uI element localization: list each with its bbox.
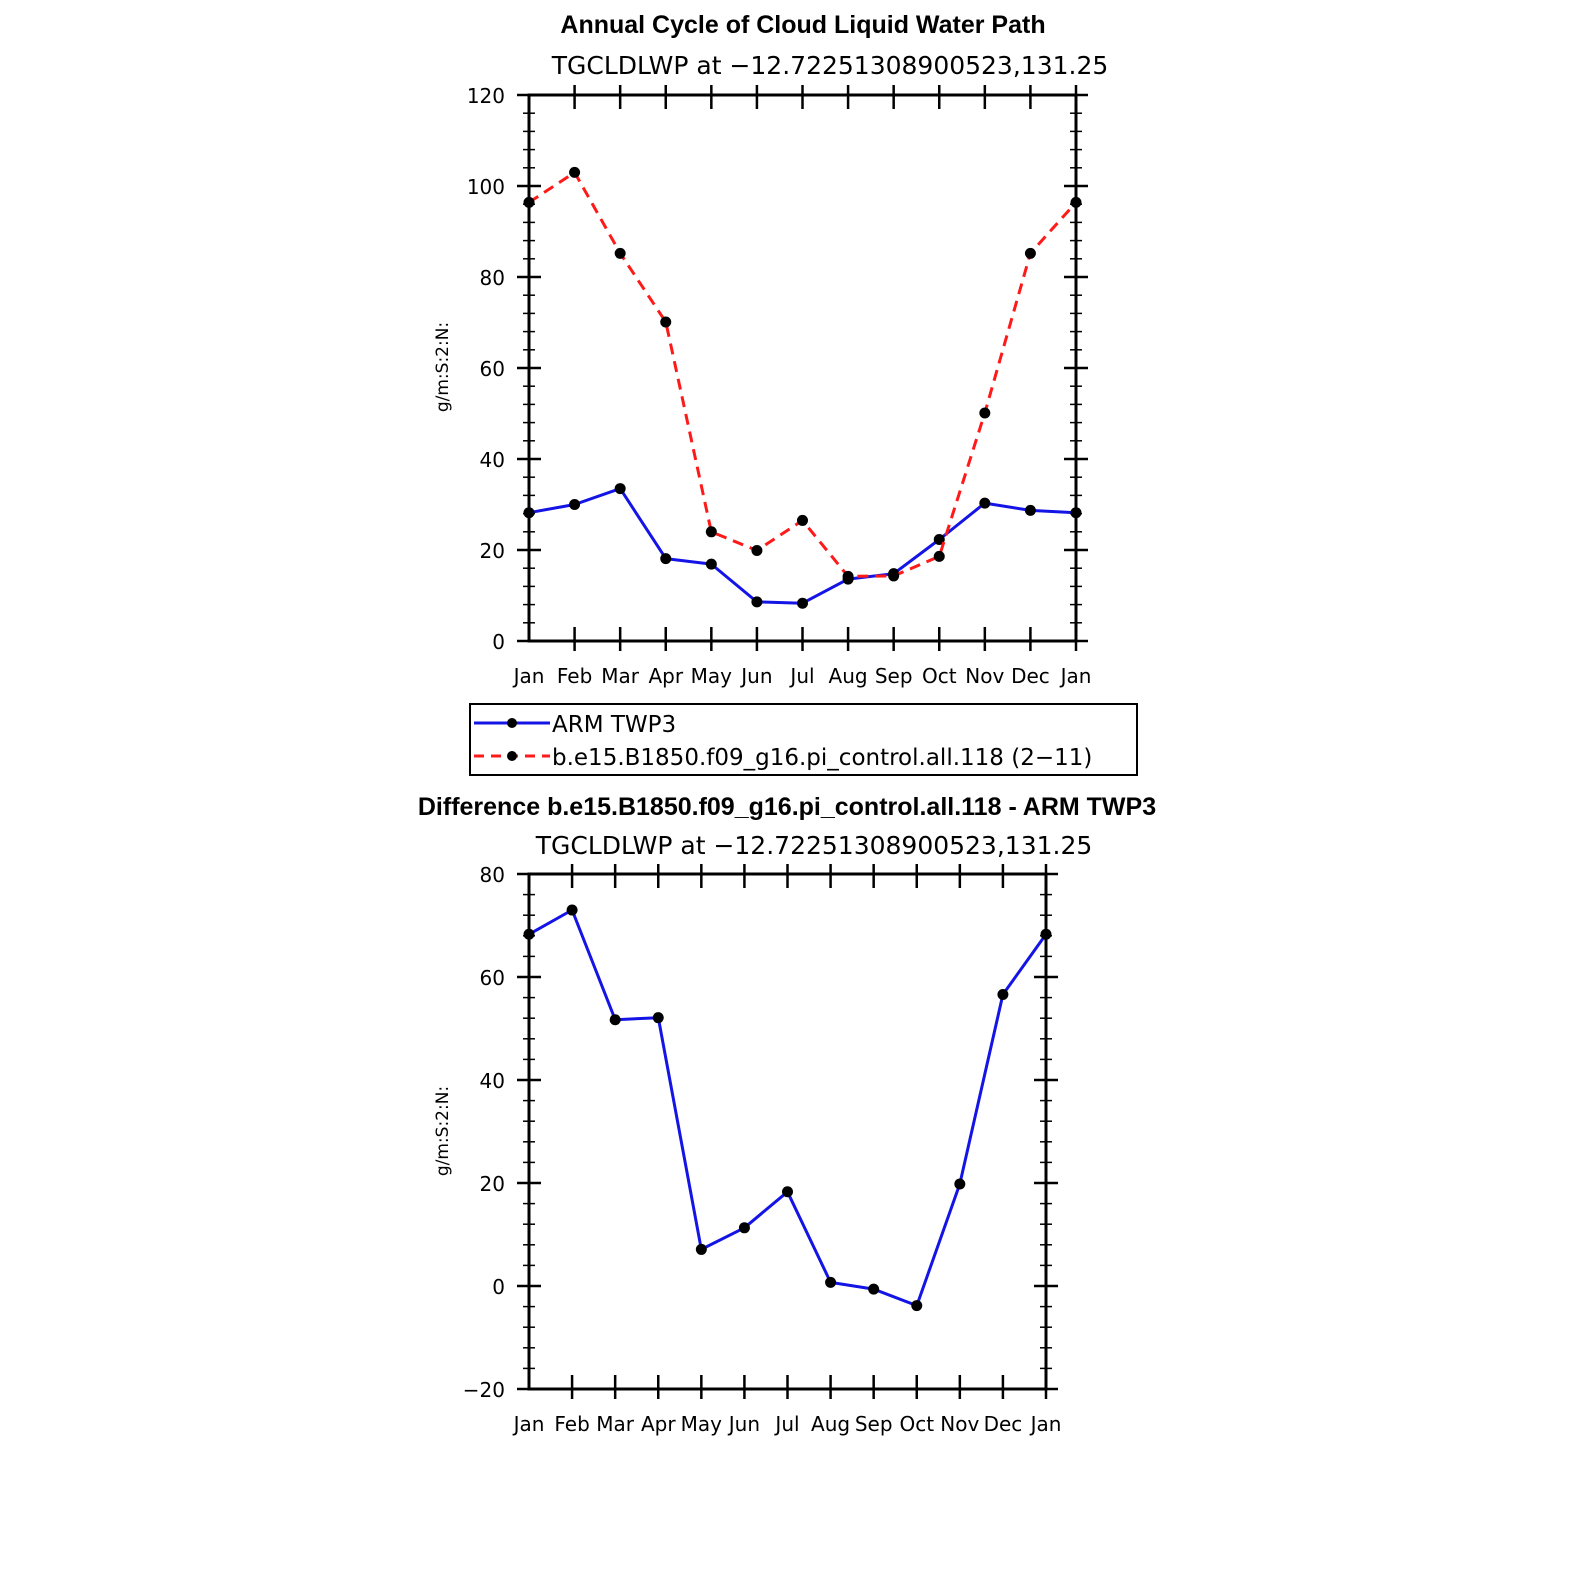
legend-box <box>469 703 1138 776</box>
data-point <box>979 407 991 419</box>
y-tick-label: 0 <box>492 1275 505 1299</box>
data-point <box>751 544 763 556</box>
x-tick-label: May <box>691 664 733 688</box>
data-point <box>751 596 763 608</box>
x-tick-label: Feb <box>554 1412 589 1436</box>
annual-cycle-chart: Annual Cycle of Cloud Liquid Water Path … <box>433 11 1108 688</box>
x-tick-label: Jan <box>1059 664 1092 688</box>
data-point <box>911 1300 923 1312</box>
x-tick-label: May <box>681 1412 723 1436</box>
x-tick-label: Jan <box>1029 1412 1062 1436</box>
x-tick-label: Oct <box>899 1412 934 1436</box>
data-point <box>652 1012 664 1024</box>
series-layer <box>523 904 1052 1312</box>
x-tick-label: Jun <box>739 664 772 688</box>
chart-title: Difference b.e15.B1850.f09_g16.pi_contro… <box>418 793 1156 821</box>
data-point <box>782 1186 793 1198</box>
y-tick-label: −20 <box>463 1378 505 1402</box>
data-point <box>979 497 991 509</box>
x-tick-label: Nov <box>965 664 1004 688</box>
x-tick-label: Dec <box>1011 664 1050 688</box>
series-layer <box>523 166 1082 609</box>
y-tick-label: 20 <box>480 539 505 563</box>
data-point <box>614 247 626 259</box>
data-point <box>888 570 900 582</box>
data-point <box>660 316 672 328</box>
data-point <box>609 1014 621 1026</box>
x-tick-label: Apr <box>648 664 683 688</box>
difference-chart: Difference b.e15.B1850.f09_g16.pi_contro… <box>418 793 1156 1436</box>
x-tick-label: Nov <box>940 1412 979 1436</box>
x-tick-label: Dec <box>984 1412 1023 1436</box>
x-tick-label: Feb <box>557 664 592 688</box>
y-tick-label: 60 <box>480 357 505 381</box>
data-point <box>569 166 581 178</box>
series-line-0 <box>528 487 1077 605</box>
plot-frame <box>527 93 1078 643</box>
y-axis-label: g/m:S:2:N: <box>433 1086 453 1176</box>
plot-frame <box>527 872 1048 1391</box>
data-point <box>842 570 854 582</box>
data-point <box>705 558 717 570</box>
data-point <box>705 526 717 538</box>
data-point <box>868 1283 880 1295</box>
data-point <box>1024 504 1036 516</box>
data-point <box>523 928 535 940</box>
x-tick-label: Aug <box>829 664 868 688</box>
data-point <box>1070 196 1082 208</box>
data-point <box>738 1222 750 1234</box>
x-tick-label: Jul <box>773 1412 799 1436</box>
x-tick-label: Jun <box>727 1412 760 1436</box>
y-tick-label: 20 <box>480 1172 505 1196</box>
x-tick-label: Oct <box>922 664 957 688</box>
data-point <box>797 514 808 526</box>
chart-title: Annual Cycle of Cloud Liquid Water Path <box>560 11 1045 39</box>
data-point <box>1024 247 1036 259</box>
y-tick-label: 80 <box>480 863 505 887</box>
y-tick-label: 60 <box>480 966 505 990</box>
data-point <box>825 1276 837 1288</box>
x-tick-label: Sep <box>875 664 913 688</box>
data-point <box>614 483 626 495</box>
y-axis-label: g/m:S:2:N: <box>433 322 453 412</box>
data-point <box>997 989 1009 1001</box>
chart-subtitle: TGCLDLWP at −12.72251308900523,131.25 <box>535 831 1093 860</box>
axes: Jan Feb Mar Apr May Jun Jul Aug Sep Oct Nov Dec Jan 0… <box>467 84 1092 688</box>
y-tick-label: 40 <box>480 1069 505 1093</box>
series-line-0 <box>528 908 1048 1308</box>
x-tick-label: Apr <box>641 1412 676 1436</box>
y-tick-label: 100 <box>467 175 505 199</box>
data-point <box>523 196 535 208</box>
y-tick-label: 120 <box>467 84 505 108</box>
x-tick-label: Mar <box>601 664 640 688</box>
y-tick-label: 80 <box>480 266 505 290</box>
y-tick-label: 40 <box>480 448 505 472</box>
data-point <box>1040 928 1052 940</box>
data-point <box>523 507 535 519</box>
x-tick-label: Aug <box>811 1412 850 1436</box>
data-point <box>695 1243 707 1255</box>
legend-marker-model <box>507 751 517 761</box>
x-tick-label: Sep <box>855 1412 893 1436</box>
legend-marker-arm <box>507 718 517 728</box>
y-tick-label: 0 <box>492 630 505 654</box>
x-tick-label: Jan <box>512 664 545 688</box>
legend-label-model: b.e15.B1850.f09_g16.pi_control.all.118 (… <box>552 745 1092 771</box>
x-tick-label: Mar <box>596 1412 635 1436</box>
data-point <box>954 1178 966 1190</box>
x-tick-label: Jan <box>512 1412 545 1436</box>
data-point <box>797 597 808 609</box>
data-point <box>933 550 945 562</box>
chart-subtitle: TGCLDLWP at −12.72251308900523,131.25 <box>551 51 1109 80</box>
data-point <box>660 553 672 565</box>
data-point <box>569 499 581 510</box>
legend: ARM TWP3 b.e15.B1850.f09_g16.pi_control.… <box>469 703 1138 776</box>
x-tick-label: Jul <box>788 664 814 688</box>
legend-label-arm: ARM TWP3 <box>552 712 676 738</box>
axes: Jan Feb Mar Apr May Jun Jul Aug Sep Oct Nov Dec Jan−… <box>463 863 1062 1436</box>
data-point <box>1070 507 1082 519</box>
data-point <box>933 534 945 546</box>
data-point <box>566 904 578 916</box>
